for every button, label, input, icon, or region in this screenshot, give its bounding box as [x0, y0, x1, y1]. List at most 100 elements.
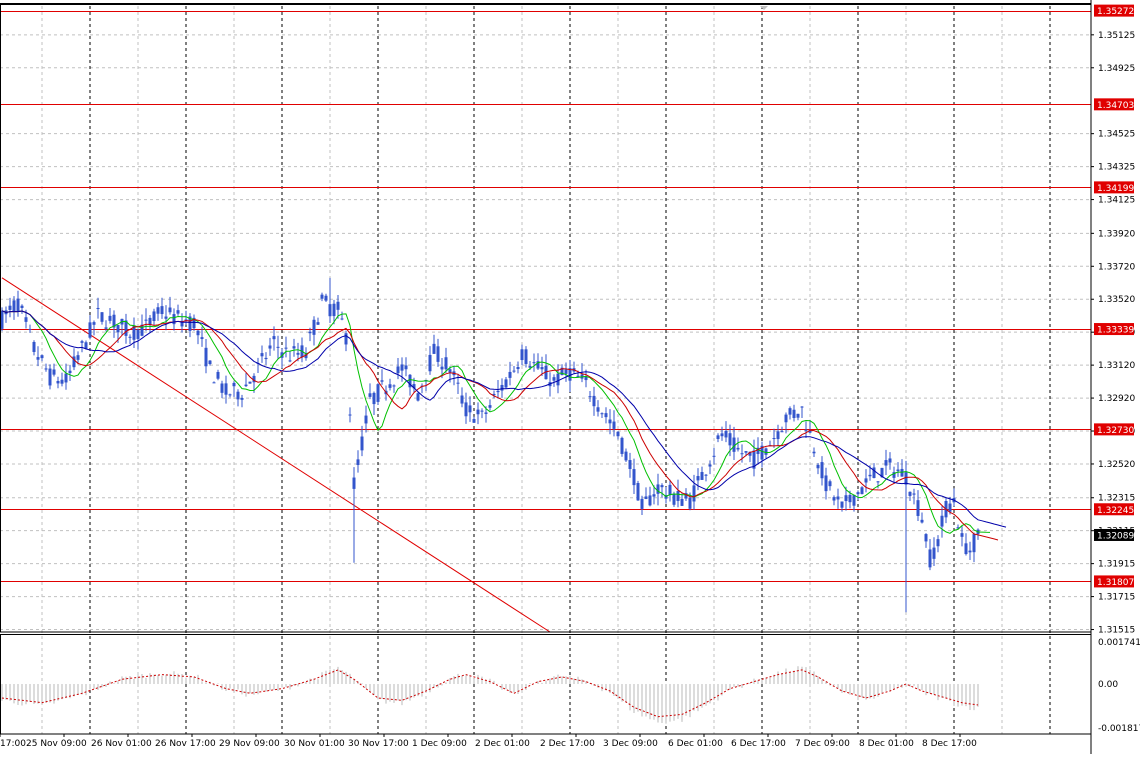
candle-body	[252, 375, 256, 383]
candle-body	[212, 382, 216, 384]
time-axis-label: 6 Dec 17:00	[731, 739, 786, 749]
candle-body	[608, 419, 612, 424]
candle-body	[668, 484, 672, 496]
candle-body	[208, 360, 212, 364]
time-axis-label: 25 Nov 09:00	[26, 739, 87, 749]
candle-body	[696, 476, 700, 481]
price-tick-label: 1.34925	[1098, 64, 1135, 74]
candle-body	[260, 353, 264, 357]
candle-body	[468, 405, 472, 413]
candle-body	[388, 384, 392, 388]
candle-body	[624, 451, 628, 461]
candle-body	[528, 366, 532, 368]
candle-body	[672, 493, 676, 505]
candle-body	[328, 304, 332, 317]
time-axis-label: 26 Nov 17:00	[155, 739, 216, 749]
candle-body	[556, 373, 560, 386]
candle-body	[332, 303, 336, 317]
candle-body	[828, 481, 832, 487]
candle-body	[296, 352, 300, 355]
candle-body	[692, 485, 696, 502]
price-tick-label: 1.33720	[1098, 262, 1135, 272]
time-axis-label: 29 Nov 09:00	[219, 739, 280, 749]
candle-body	[884, 460, 888, 466]
candle-body	[68, 370, 72, 374]
candle-body	[772, 438, 776, 440]
level-label: 1.32730	[1097, 426, 1134, 436]
candle-body	[796, 413, 800, 418]
candle-body	[584, 376, 588, 381]
candle-body	[732, 437, 736, 452]
candle-body	[928, 549, 932, 568]
candle-body	[308, 331, 312, 334]
candle-body	[312, 319, 316, 335]
candle-body	[316, 322, 320, 325]
candle-body	[92, 322, 96, 325]
horizontal-levels	[0, 11, 1091, 582]
candle-body	[60, 379, 64, 384]
candle-body	[124, 320, 128, 336]
candle-body	[488, 405, 492, 408]
oscillator-panel	[1, 666, 979, 724]
candle-body	[376, 384, 380, 402]
candle-body	[156, 307, 160, 314]
candle-body	[392, 385, 396, 387]
current-price-label: 1.32089	[1097, 531, 1134, 541]
candle-body	[924, 534, 928, 542]
candle-body	[788, 408, 792, 415]
candle-body	[352, 477, 356, 489]
candle-body	[472, 419, 476, 423]
level-label: 1.35272	[1097, 7, 1134, 17]
candle-body	[736, 447, 740, 450]
level-label-bg	[1094, 181, 1134, 194]
candle-body	[800, 406, 804, 408]
candle-body	[372, 392, 376, 405]
candle-body	[216, 371, 220, 379]
candle-body	[972, 534, 976, 553]
candle-body	[900, 468, 904, 477]
oscillator-axis-label: -0.001817	[1098, 724, 1140, 734]
candle-body	[428, 354, 432, 372]
price-tick-label: 1.31915	[1098, 560, 1135, 570]
candle-body	[236, 391, 240, 400]
price-tick-label: 1.32315	[1098, 494, 1135, 504]
candle-body	[84, 342, 88, 349]
candle-body	[640, 498, 644, 509]
candle-body	[896, 469, 900, 472]
candle-body	[504, 379, 508, 388]
candle-body	[628, 460, 632, 470]
price-tick-label: 1.32920	[1098, 394, 1135, 404]
candle-body	[444, 357, 448, 370]
candle-body	[880, 467, 884, 478]
candle-body	[12, 300, 16, 312]
candle-body	[436, 346, 440, 362]
candle-body	[508, 371, 512, 378]
candle-body	[648, 495, 652, 506]
candle-body	[604, 413, 608, 418]
time-axis-label: 26 Nov 01:00	[91, 739, 152, 749]
candle-body	[688, 497, 692, 509]
candle-body	[500, 384, 504, 391]
level-label: 1.32245	[1097, 506, 1134, 516]
candle-body	[456, 382, 460, 384]
candle-body	[876, 481, 880, 483]
candle-body	[368, 393, 372, 397]
candle-body	[872, 467, 876, 478]
candle-body	[96, 307, 100, 309]
candle-body	[360, 436, 364, 451]
candle-body	[164, 316, 168, 319]
oscillator-axis-label: 0.00	[1098, 680, 1118, 690]
candle-body	[76, 355, 80, 360]
candle-body	[920, 519, 924, 523]
candle-body	[396, 366, 400, 374]
candle-body	[80, 341, 84, 343]
time-axis-label: 30 Nov 17:00	[348, 739, 409, 749]
candle-body	[824, 475, 828, 492]
candle-body	[320, 294, 324, 299]
level-label: 1.33339	[1097, 326, 1134, 336]
candle-body	[220, 383, 224, 393]
candle-body	[344, 333, 348, 345]
candle-body	[968, 550, 972, 553]
